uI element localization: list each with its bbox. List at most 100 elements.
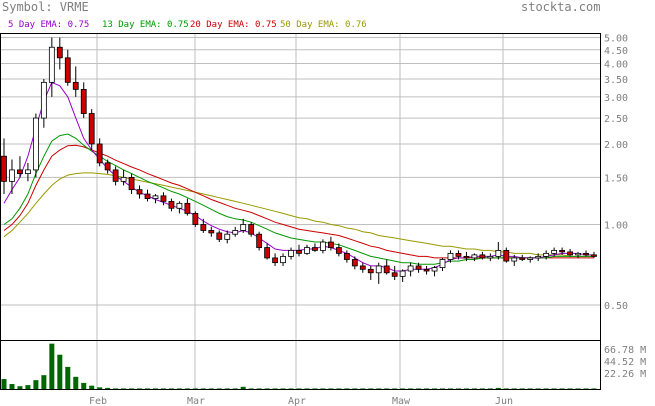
volume-bar bbox=[97, 387, 103, 389]
volume-bar bbox=[408, 388, 414, 389]
candle-body bbox=[1, 155, 7, 182]
volume-bar bbox=[280, 388, 286, 389]
volume-bar bbox=[160, 388, 166, 389]
volume-bar bbox=[312, 388, 318, 389]
candle-body bbox=[64, 57, 71, 83]
candle-body bbox=[551, 250, 558, 254]
candle-body bbox=[327, 241, 334, 248]
candle-body bbox=[431, 267, 438, 272]
volume-bar bbox=[264, 388, 270, 389]
volume-bar bbox=[384, 388, 390, 389]
candle-body bbox=[208, 230, 215, 234]
candle-body bbox=[288, 250, 294, 257]
volume-bar bbox=[240, 386, 246, 389]
volume-bar bbox=[424, 388, 430, 389]
volume-bar bbox=[256, 388, 262, 389]
volume-bar bbox=[41, 375, 47, 389]
candle-body bbox=[320, 241, 326, 251]
candle-body bbox=[383, 265, 390, 274]
volume-bar bbox=[567, 388, 573, 389]
candle-body bbox=[272, 257, 278, 264]
volume-bar bbox=[113, 388, 119, 389]
candle-body bbox=[112, 169, 119, 182]
candle-body bbox=[152, 195, 159, 199]
volume-bar bbox=[432, 388, 438, 389]
legend-ema5: 5 Day EMA: 0.75 bbox=[8, 20, 90, 30]
volume-bar bbox=[65, 366, 71, 389]
x-tick-label: Apr bbox=[288, 396, 306, 406]
volume-bar bbox=[328, 388, 334, 389]
candle-body bbox=[423, 268, 430, 272]
volume-bar bbox=[57, 354, 63, 389]
candle-body bbox=[375, 265, 382, 274]
price-panel-frame bbox=[0, 33, 601, 341]
volume-bar bbox=[575, 388, 581, 389]
candle-body bbox=[335, 247, 342, 254]
candle-body bbox=[72, 81, 79, 90]
volume-tick-label: 22.26 M bbox=[604, 369, 646, 380]
candle-body bbox=[160, 195, 167, 202]
volume-bar bbox=[543, 388, 549, 389]
candle-body bbox=[9, 169, 15, 182]
candle-body bbox=[343, 252, 350, 260]
candle-body bbox=[511, 257, 518, 262]
volume-bar bbox=[1, 379, 7, 389]
volume-bar bbox=[208, 388, 214, 389]
candle-body bbox=[503, 250, 510, 262]
volume-bar bbox=[121, 388, 127, 389]
candle-body bbox=[567, 251, 573, 256]
candle-body bbox=[224, 233, 231, 240]
candle-body bbox=[304, 247, 310, 254]
y-tick-label: 5.00 bbox=[604, 34, 628, 45]
candle-body bbox=[184, 202, 191, 214]
volume-bar bbox=[519, 388, 525, 389]
volume-bar bbox=[73, 376, 79, 389]
ema5-line bbox=[3, 81, 594, 272]
candle-body bbox=[479, 254, 486, 259]
legend-ema13: 13 Day EMA: 0.75 bbox=[102, 20, 189, 30]
volume-bar bbox=[17, 386, 23, 389]
y-tick-label: 3.00 bbox=[604, 93, 628, 104]
candle-body bbox=[264, 247, 271, 259]
volume-bar bbox=[200, 388, 206, 389]
candle-body bbox=[128, 177, 135, 191]
candle-body bbox=[527, 257, 534, 260]
candle-body bbox=[399, 270, 406, 277]
volume-bar bbox=[368, 388, 374, 389]
volume-bar bbox=[137, 388, 143, 389]
volume-bar bbox=[535, 388, 541, 389]
volume-bar bbox=[49, 343, 55, 389]
candle-body bbox=[312, 247, 318, 251]
candle-body bbox=[80, 88, 87, 114]
x-tick-label: Jun bbox=[495, 396, 513, 406]
ema13-line bbox=[3, 133, 594, 265]
volume-bar bbox=[400, 388, 406, 389]
candle-body bbox=[391, 272, 398, 277]
ema50-line bbox=[3, 172, 594, 257]
y-tick-label: 0.50 bbox=[604, 301, 628, 312]
y-tick-label: 4.50 bbox=[604, 46, 628, 57]
volume-bar bbox=[344, 388, 350, 389]
volume-bar bbox=[129, 388, 135, 389]
volume-bar bbox=[447, 388, 453, 389]
volume-bar bbox=[559, 388, 565, 389]
volume-bar bbox=[224, 388, 230, 389]
candle-body bbox=[216, 232, 223, 240]
candle-body bbox=[296, 250, 302, 254]
y-tick-label: 2.00 bbox=[604, 140, 628, 151]
volume-bar bbox=[248, 388, 254, 389]
candle-body bbox=[439, 259, 446, 269]
candle-body bbox=[280, 255, 286, 264]
volume-bar bbox=[176, 388, 182, 389]
volume-bar bbox=[168, 388, 174, 389]
volume-bar bbox=[105, 387, 111, 389]
volume-bar bbox=[25, 385, 31, 389]
volume-bar bbox=[184, 388, 190, 389]
volume-bar bbox=[296, 388, 302, 389]
volume-bar bbox=[145, 388, 151, 389]
candle-body bbox=[463, 255, 470, 259]
volume-bar bbox=[455, 388, 461, 389]
volume-bar bbox=[463, 388, 469, 389]
volume-bar bbox=[192, 388, 198, 389]
